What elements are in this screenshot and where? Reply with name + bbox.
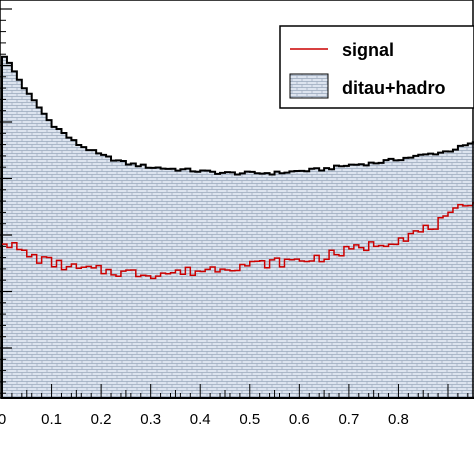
y-axis-ticks — [0, 8, 12, 394]
x-tick-label: 0.5 — [239, 411, 260, 428]
ditau-hadro-bars — [1, 55, 474, 399]
x-tick-label: 0 — [0, 411, 6, 428]
signal-line — [2, 202, 474, 280]
legend-ditau-label: ditau+hadro — [342, 78, 446, 98]
x-tick-label: 0.1 — [41, 411, 62, 428]
x-tick-label: 0.4 — [190, 411, 211, 428]
x-axis-tick-labels: 0 0.1 0.2 0.3 0.4 0.5 0.6 0.7 0.8 — [0, 411, 409, 428]
x-axis-ticks — [1, 384, 469, 398]
x-tick-label: 0.3 — [140, 411, 161, 428]
x-tick-label: 0.8 — [388, 411, 409, 428]
signal-histogram — [2, 202, 474, 280]
ditau-hadro-histogram — [1, 55, 474, 399]
legend-signal-label: signal — [342, 40, 394, 60]
x-tick-label: 0.6 — [289, 411, 310, 428]
legend: signal ditau+hadro — [279, 25, 474, 109]
plot-frame — [0, 0, 474, 399]
legend-ditau-swatch — [289, 73, 329, 99]
x-tick-label: 0.2 — [91, 411, 112, 428]
x-tick-label: 0.7 — [338, 411, 359, 428]
